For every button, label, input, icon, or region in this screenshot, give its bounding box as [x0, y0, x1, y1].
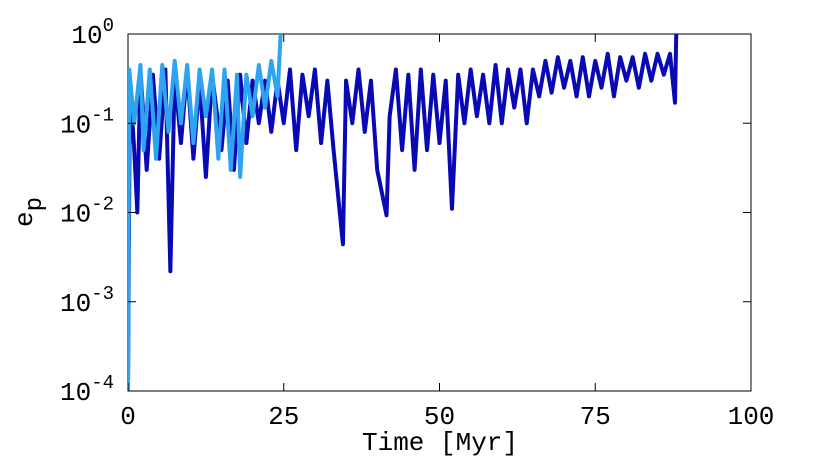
x-tick-label: 25	[268, 402, 299, 432]
y-tick-label: 10-3	[60, 283, 114, 319]
plot-lines	[128, 34, 679, 391]
y-tick-label: 10-4	[60, 372, 114, 408]
series-line	[128, 34, 283, 391]
x-tick-label: 50	[424, 402, 455, 432]
series-line	[128, 34, 679, 391]
x-tick-label: 75	[580, 402, 611, 432]
x-tick-label: 100	[728, 402, 775, 432]
x-tick-label: 0	[120, 402, 136, 432]
x-axis-label: Time [Myr]	[362, 428, 518, 457]
y-tick-label: 100	[71, 15, 114, 51]
y-tick-label: 10-1	[60, 104, 114, 140]
plot-frame	[127, 33, 752, 392]
y-axis-label: ep	[10, 197, 49, 227]
y-tick-label: 10-2	[60, 194, 114, 230]
